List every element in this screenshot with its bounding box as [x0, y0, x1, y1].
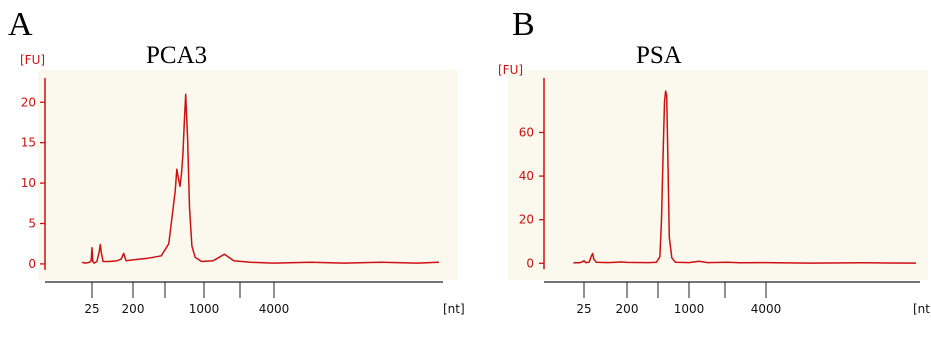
panel-a: A PCA3 [FU] 0 5 10 15 20 25 200 1000 4000 [nt]: [8, 6, 465, 316]
x-axis-label: [nt]: [913, 302, 931, 316]
psa-chart: [FU] 0 20 40 60 25 200 1000 4000 [nt]: [498, 63, 931, 316]
x-tick-label: 1000: [674, 302, 705, 316]
y-tick-label: 60: [519, 125, 534, 139]
chart-title: PCA3: [146, 42, 208, 69]
pca3-chart: [FU] 0 5 10 15 20 25 200 1000 4000 [nt]: [20, 53, 465, 316]
electropherogram-trace: [573, 90, 917, 264]
y-axis-label: [FU]: [498, 63, 523, 77]
panel-letter: A: [8, 6, 33, 43]
plot-background: [508, 70, 928, 280]
y-tick-label: 20: [519, 213, 534, 227]
chart-title: PSA: [636, 42, 682, 69]
panel-letter: B: [512, 6, 535, 43]
y-tick-label: 0: [526, 256, 534, 270]
electropherogram-trace: [81, 93, 440, 264]
x-axis-label: [nt]: [443, 302, 465, 316]
x-tick-label: 4000: [751, 302, 782, 316]
plot-background: [38, 70, 458, 280]
x-tick-label: 200: [122, 302, 145, 316]
x-tick-label: 4000: [259, 302, 290, 316]
y-tick-label: 10: [21, 176, 36, 190]
y-tick-label: 20: [21, 95, 36, 109]
y-tick-label: 40: [519, 169, 534, 183]
panel-b: B PSA [FU] 0 20 40 60 25 200 1000 4000 [nt]: [466, 0, 931, 341]
x-tick-label: 25: [576, 302, 591, 316]
x-tick-label: 1000: [189, 302, 220, 316]
y-tick-label: 15: [21, 136, 36, 150]
y-tick-label: 5: [28, 217, 36, 231]
y-axis-label: [FU]: [20, 53, 45, 67]
x-tick-label: 25: [84, 302, 99, 316]
x-tick-label: 200: [616, 302, 639, 316]
y-tick-label: 0: [28, 257, 36, 271]
